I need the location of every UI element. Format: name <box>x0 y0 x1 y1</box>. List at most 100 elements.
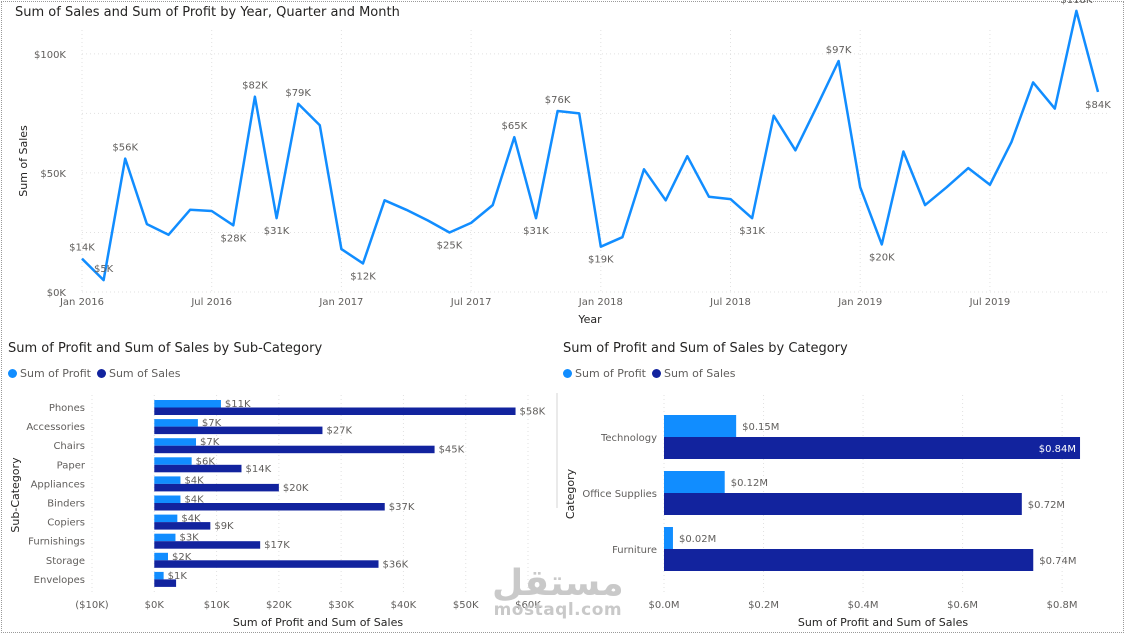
data-point[interactable] <box>165 232 171 238</box>
data-point[interactable] <box>555 108 561 114</box>
watermark-logo: مستقل mostaql.com <box>492 566 624 619</box>
data-point[interactable] <box>641 166 647 172</box>
data-point[interactable] <box>576 110 582 116</box>
data-point[interactable] <box>922 202 928 208</box>
sales-bar[interactable] <box>664 549 1034 571</box>
profit-bar[interactable] <box>154 533 176 542</box>
data-point[interactable] <box>792 147 798 153</box>
sales-bar[interactable] <box>154 503 385 511</box>
sales-bar[interactable] <box>154 483 279 492</box>
data-label: $7K <box>200 437 220 448</box>
data-point[interactable] <box>1095 89 1101 95</box>
data-label: $82K <box>242 81 268 92</box>
sales-line[interactable] <box>81 9 1100 282</box>
data-point[interactable] <box>706 194 712 200</box>
sales-bar[interactable] <box>154 560 379 568</box>
legend-item-sales[interactable]: Sum of Sales <box>96 367 181 380</box>
data-point[interactable] <box>511 134 517 140</box>
data-point[interactable] <box>900 148 906 154</box>
data-label: $28K <box>220 233 246 244</box>
data-point[interactable] <box>598 244 604 250</box>
subcategory-chart-title: Sum of Profit and Sum of Sales by Sub-Ca… <box>8 341 323 356</box>
data-point[interactable] <box>360 260 366 266</box>
data-point[interactable] <box>446 229 452 235</box>
data-point[interactable] <box>879 241 885 247</box>
data-point[interactable] <box>771 113 777 119</box>
data-label: $31K <box>739 226 765 237</box>
data-point[interactable] <box>1073 8 1079 14</box>
sales-bar[interactable] <box>154 407 516 416</box>
profit-bar[interactable] <box>154 571 164 580</box>
profit-bar[interactable] <box>664 471 725 493</box>
data-point[interactable] <box>79 256 85 262</box>
profit-bar[interactable] <box>154 495 181 504</box>
profit-bar[interactable] <box>154 552 168 561</box>
sales-bar[interactable] <box>154 579 177 587</box>
category-label: Technology <box>600 433 657 444</box>
data-point[interactable] <box>490 202 496 208</box>
profit-bar[interactable] <box>664 415 737 437</box>
data-point[interactable] <box>425 218 431 224</box>
subcategory-bar-chart[interactable]: ($10K) $0K $10K $20K $30K $40K $50K $60K Sum of … <box>9 395 546 629</box>
profit-bar[interactable] <box>154 438 197 446</box>
legend-item-profit[interactable]: Sum of Profit <box>8 367 91 380</box>
data-point[interactable] <box>728 196 734 202</box>
category-bar-chart[interactable]: $0.0M $0.2M $0.4M $0.6M $0.8M Sum of Profit a… <box>564 395 1081 629</box>
x-tick-label: $60K <box>515 600 541 611</box>
data-point[interactable] <box>1009 139 1015 145</box>
data-point[interactable] <box>209 208 215 214</box>
data-point[interactable] <box>684 153 690 159</box>
data-point[interactable] <box>749 215 755 221</box>
data-label: $4K <box>184 495 204 506</box>
data-label: $1K <box>168 571 188 582</box>
data-point[interactable] <box>619 234 625 240</box>
profit-bar[interactable] <box>154 419 198 427</box>
data-label: $58K <box>520 407 546 418</box>
data-point[interactable] <box>317 122 323 128</box>
data-point[interactable] <box>533 215 539 221</box>
sales-bar[interactable] <box>154 541 261 549</box>
data-point[interactable] <box>468 220 474 226</box>
data-point[interactable] <box>122 156 128 162</box>
data-point[interactable] <box>101 277 107 283</box>
data-label: $25K <box>437 240 463 251</box>
data-point[interactable] <box>944 184 950 190</box>
legend-item-sales[interactable]: Sum of Sales <box>651 367 736 380</box>
data-point[interactable] <box>252 94 258 100</box>
data-point[interactable] <box>230 222 236 228</box>
y-tick-label: $0K <box>47 288 67 299</box>
sales-bar[interactable] <box>154 445 435 454</box>
data-point[interactable] <box>295 101 301 107</box>
legend-sales-label: Sum of Sales <box>108 367 181 380</box>
data-label: $31K <box>264 226 290 237</box>
sales-bar[interactable] <box>664 437 1081 459</box>
data-point[interactable] <box>987 182 993 188</box>
data-point[interactable] <box>836 58 842 64</box>
legend-sales-label: Sum of Sales <box>663 367 736 380</box>
data-label: $6K <box>196 456 216 467</box>
profit-bar[interactable] <box>154 476 181 484</box>
line-chart[interactable]: $0K $50K $100K Jan 2016 Jul 2016 Jan 2017 Jul … <box>17 0 1111 326</box>
legend-item-profit[interactable]: Sum of Profit <box>563 367 646 380</box>
data-point[interactable] <box>814 103 820 109</box>
profit-bar[interactable] <box>664 527 673 549</box>
data-point[interactable] <box>187 207 193 213</box>
data-point[interactable] <box>857 184 863 190</box>
profit-bar[interactable] <box>154 400 221 408</box>
sales-bar[interactable] <box>154 426 323 435</box>
data-point[interactable] <box>663 197 669 203</box>
data-point[interactable] <box>403 207 409 213</box>
profit-bar[interactable] <box>154 514 178 523</box>
sales-bar[interactable] <box>154 522 211 530</box>
sales-bar[interactable] <box>664 493 1022 515</box>
sales-bar[interactable] <box>154 464 242 473</box>
data-point[interactable] <box>338 246 344 252</box>
data-point[interactable] <box>382 197 388 203</box>
y-axis-title: Category <box>564 468 577 519</box>
data-point[interactable] <box>965 165 971 171</box>
data-point[interactable] <box>144 221 150 227</box>
profit-bar[interactable] <box>154 457 192 465</box>
data-point[interactable] <box>1052 106 1058 112</box>
data-point[interactable] <box>274 215 280 221</box>
data-point[interactable] <box>1030 79 1036 85</box>
